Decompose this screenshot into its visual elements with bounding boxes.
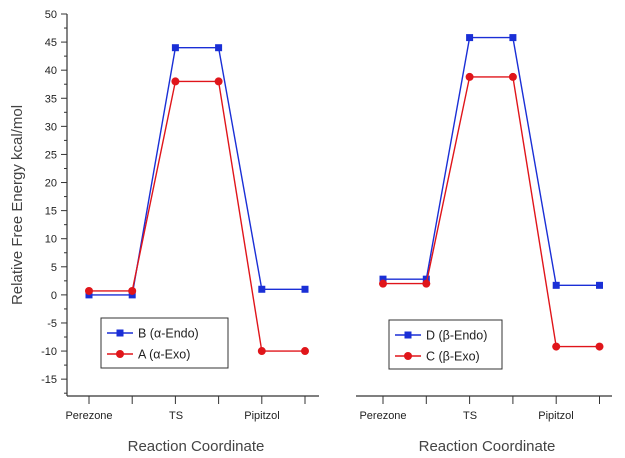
data-point-circle <box>171 77 180 86</box>
x-axis-title: Reaction Coordinate <box>419 438 556 455</box>
x-tick-label: TS <box>463 410 477 422</box>
series-line <box>89 80 305 352</box>
x-tick-label: Pipitzol <box>538 410 573 422</box>
y-tick-label: -15 <box>41 374 57 386</box>
legend-box <box>388 319 503 370</box>
data-point-circle <box>508 72 517 81</box>
x-tick-label: TS <box>169 410 183 422</box>
y-tick-label: -5 <box>47 318 57 330</box>
data-point-square <box>215 44 223 52</box>
x-tick-label: Pipitzol <box>244 410 279 422</box>
y-axis-title: Relative Free Energy kcal/mol <box>9 105 26 305</box>
y-tick-label: 40 <box>45 65 57 77</box>
data-point-circle <box>214 77 223 86</box>
data-point-circle <box>379 279 387 288</box>
y-tick-label: 20 <box>45 178 57 190</box>
y-tick-label: 10 <box>45 234 57 246</box>
series-line <box>383 76 600 348</box>
y-tick-label: 30 <box>45 121 57 133</box>
legend-marker-circle <box>404 352 412 360</box>
data-point-circle <box>85 286 93 295</box>
y-tick-label: 25 <box>45 149 57 161</box>
data-point-square <box>301 285 309 293</box>
y-tick-label: 5 <box>51 262 57 274</box>
legend-label: D (β-Endo) <box>426 329 487 343</box>
data-point-square <box>258 285 266 293</box>
legend-label: B (α-Endo) <box>138 327 199 341</box>
x-axis-title: Reaction Coordinate <box>128 438 265 455</box>
data-point-circle <box>128 286 137 295</box>
series-line <box>383 36 600 286</box>
data-point-square <box>596 281 603 289</box>
x-tick-label: Perezone <box>359 410 406 422</box>
data-point-square <box>171 44 179 52</box>
legend-marker-circle <box>116 350 124 358</box>
y-tick-label: 50 <box>45 9 57 21</box>
data-point-square <box>379 275 387 283</box>
series-line <box>89 47 305 296</box>
data-point-circle <box>465 72 474 81</box>
y-tick-label: 15 <box>45 206 57 218</box>
data-point-square <box>552 281 560 289</box>
data-point-circle <box>552 342 561 351</box>
legend-label: A (α-Exo) <box>138 348 190 362</box>
data-point-circle <box>301 347 309 356</box>
legend-box <box>100 317 229 369</box>
legend-label: C (β-Exo) <box>426 350 480 364</box>
data-point-circle <box>595 342 604 351</box>
data-point-circle <box>257 347 266 356</box>
x-tick-label: Perezone <box>65 410 112 422</box>
legend-marker-square <box>404 331 412 339</box>
legend-marker-square <box>116 329 124 337</box>
y-tick-label: 35 <box>45 93 57 105</box>
data-point-square <box>466 34 474 42</box>
y-tick-label: -10 <box>41 346 57 358</box>
data-point-square <box>509 34 517 42</box>
y-tick-label: 0 <box>51 290 57 302</box>
data-point-circle <box>422 279 431 288</box>
y-tick-label: 45 <box>45 37 57 49</box>
data-point-square <box>422 275 430 283</box>
